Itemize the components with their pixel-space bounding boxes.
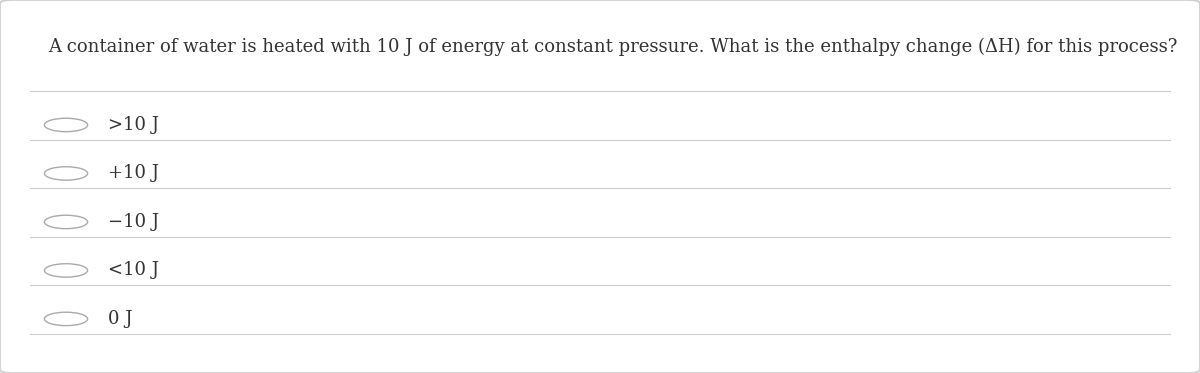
Text: +10 J: +10 J: [108, 164, 158, 182]
Text: A container of water is heated with 10 J of energy at constant pressure. What is: A container of water is heated with 10 J…: [48, 38, 1177, 56]
Text: −10 J: −10 J: [108, 213, 160, 231]
Text: <10 J: <10 J: [108, 261, 158, 279]
Text: 0 J: 0 J: [108, 310, 132, 328]
Text: >10 J: >10 J: [108, 116, 158, 134]
